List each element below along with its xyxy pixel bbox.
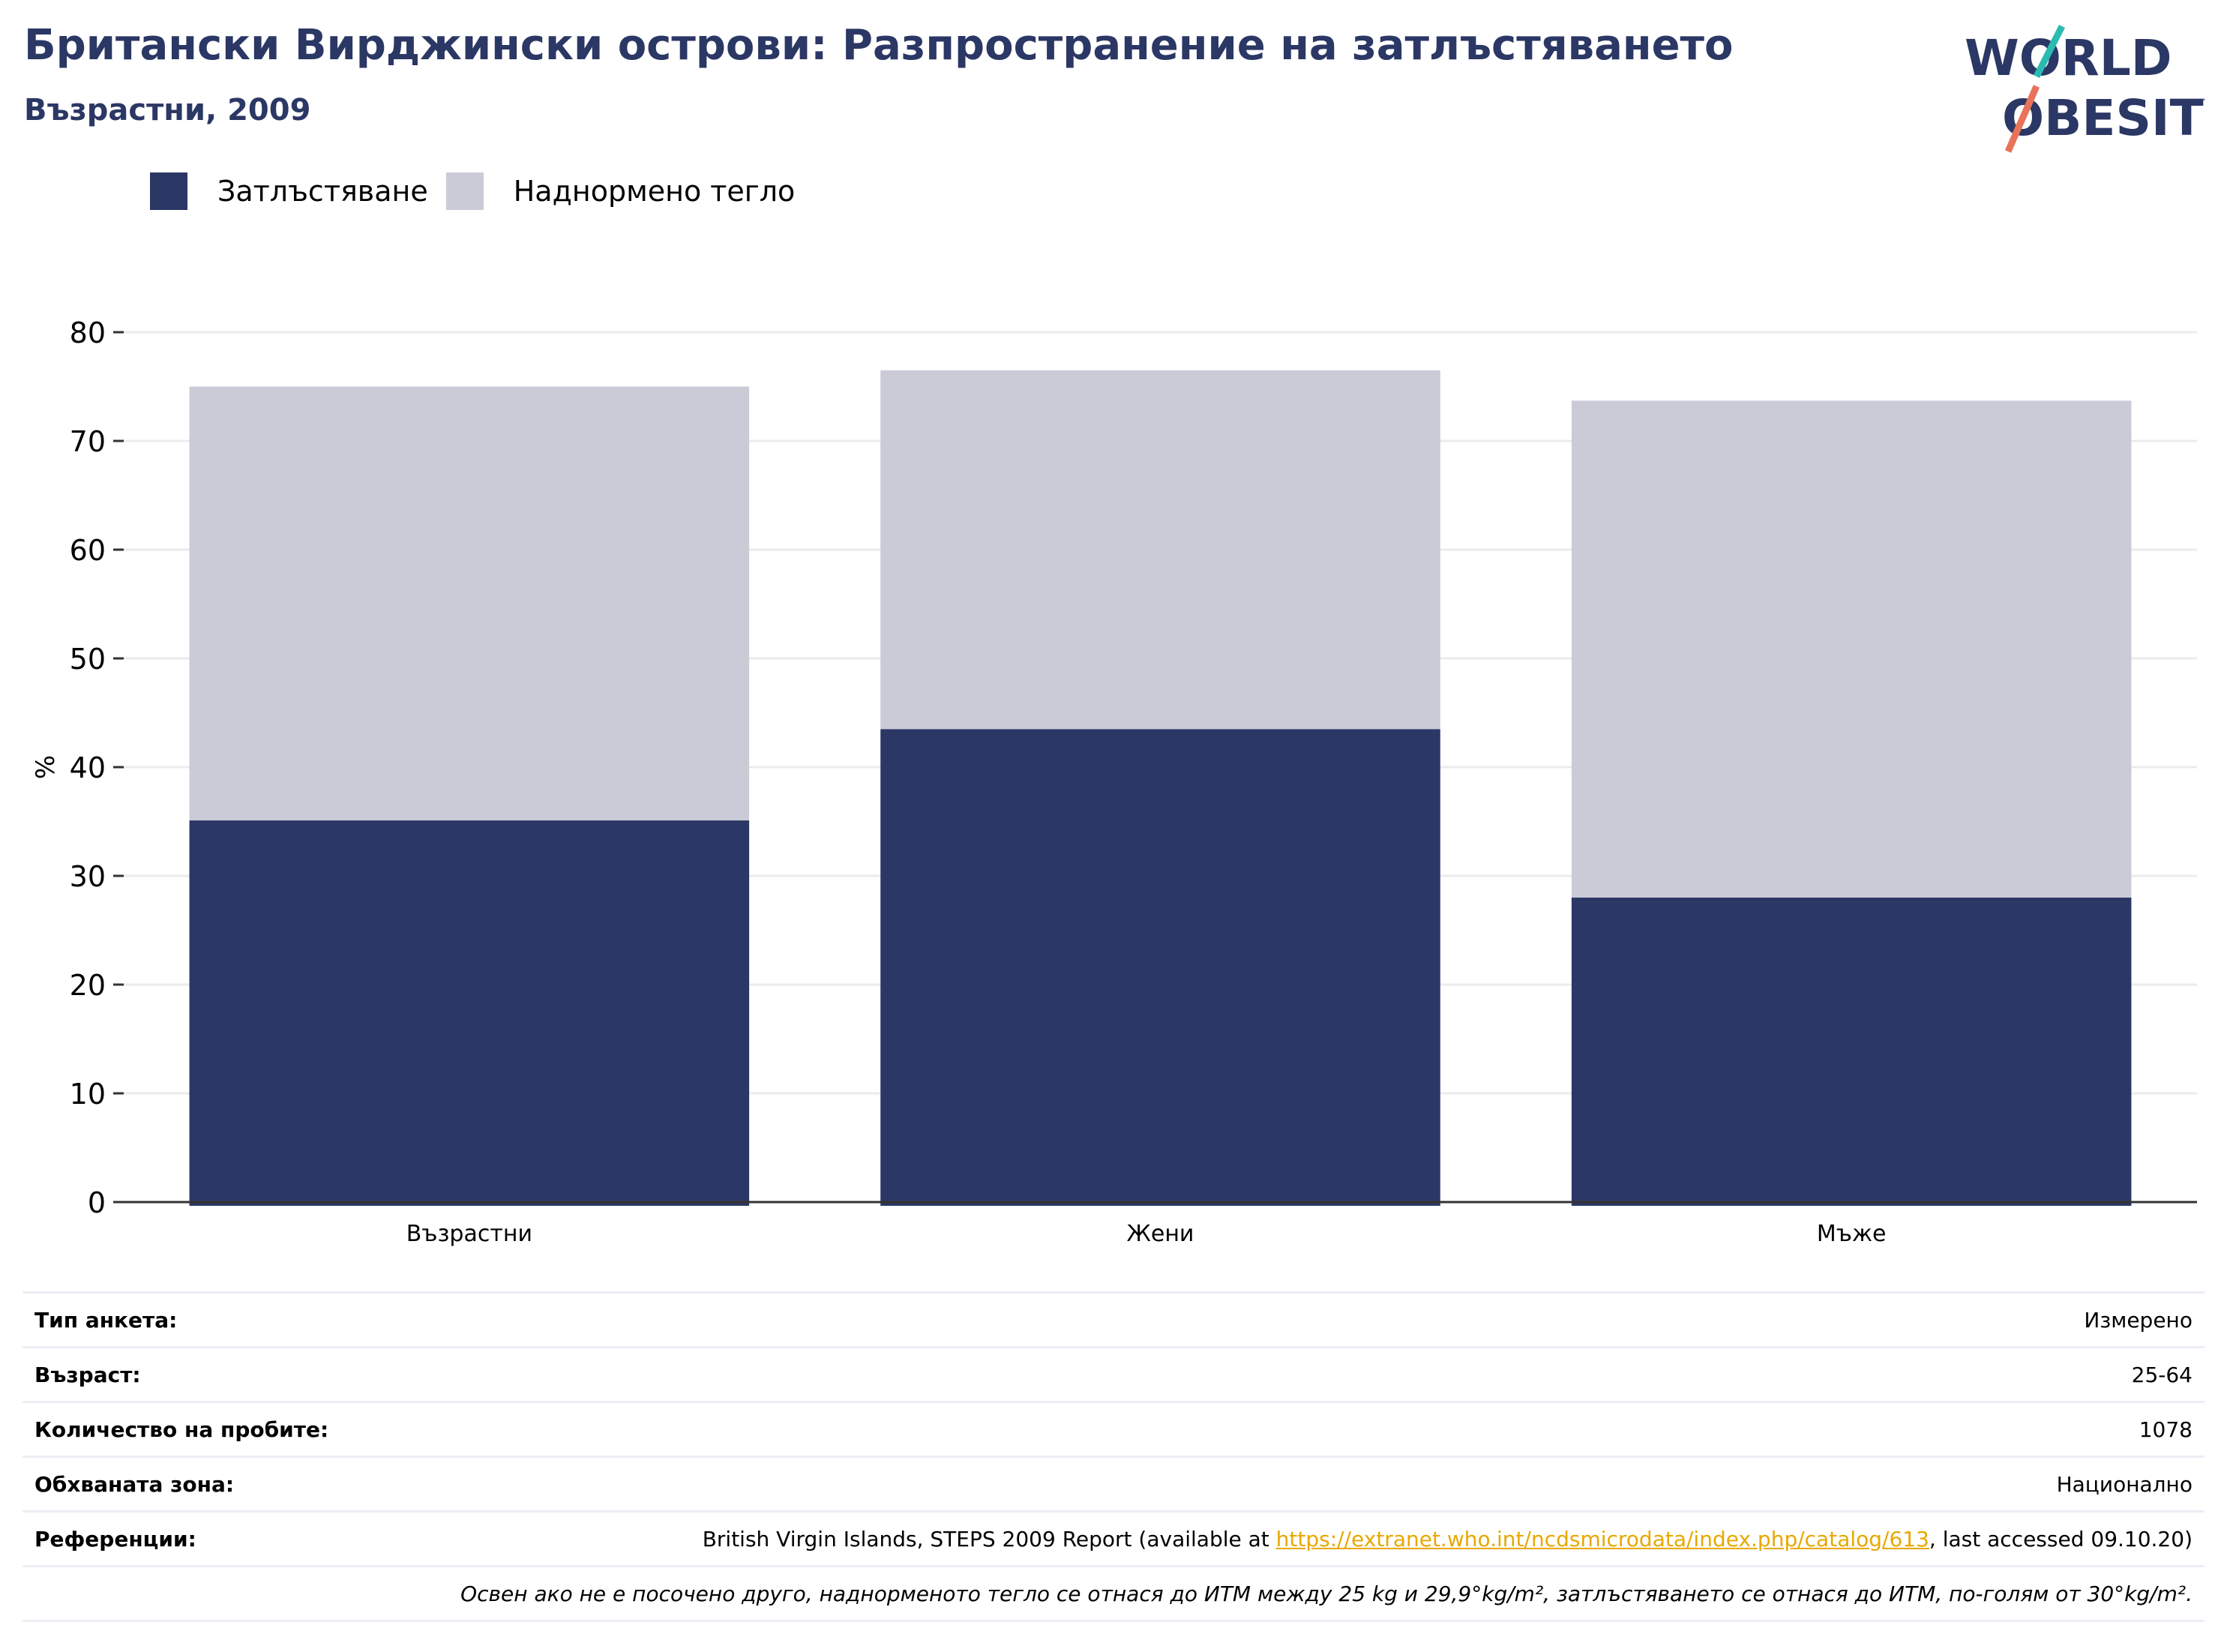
sample-size-value: 1078 bbox=[401, 1401, 2205, 1457]
y-tick-label: 60 bbox=[70, 534, 106, 567]
survey-info-table: Тип анкета: Измерено Възраст: 25-64 Коли… bbox=[22, 1291, 2205, 1622]
world-obesity-logo: WORLD OBESITY bbox=[1965, 24, 2205, 153]
y-axis-label: % bbox=[31, 755, 61, 779]
logo-line2: OBESITY bbox=[2002, 89, 2205, 147]
bar-overweight-1 bbox=[189, 386, 750, 821]
y-tick-label: 70 bbox=[70, 425, 106, 458]
survey-type-label: Тип анкета: bbox=[22, 1291, 402, 1348]
bar-overweight-2 bbox=[880, 370, 1440, 730]
chart-title: Британски Вирджински острови: Разпростра… bbox=[24, 21, 1734, 70]
x-tick-label: Възрастни bbox=[406, 1221, 532, 1247]
x-tick-label: Жени bbox=[1127, 1221, 1194, 1247]
logo-slash-top-icon bbox=[2033, 24, 2066, 79]
y-tick-label: 0 bbox=[88, 1186, 106, 1219]
references-prefix: British Virgin Islands, STEPS 2009 Repor… bbox=[702, 1526, 1276, 1552]
legend-label-obesity: Затлъстяване bbox=[217, 175, 428, 208]
chart-legend: Затлъстяване Наднормено тегло bbox=[150, 172, 813, 210]
logo-slash-bottom-icon bbox=[2004, 85, 2040, 153]
legend-swatch-obesity bbox=[150, 172, 187, 210]
survey-type-value: Измерено bbox=[401, 1291, 2205, 1348]
bar-obesity-1 bbox=[189, 820, 750, 1206]
legend-swatch-overweight bbox=[445, 172, 484, 210]
info-row-references: Референции: British Virgin Islands, STEP… bbox=[22, 1510, 2205, 1567]
references-link[interactable]: https://extranet.who.int/ncdsmicrodata/i… bbox=[1275, 1526, 1929, 1552]
chart-subtitle: Възрастни, 2009 bbox=[24, 93, 311, 127]
references-label: Референции: bbox=[22, 1510, 402, 1567]
y-tick-label: 30 bbox=[70, 860, 106, 893]
y-tick-label: 40 bbox=[70, 751, 106, 784]
stacked-bar-chart: 0 10 20 30 40 50 60 70 80% Възрастни Жени Мъже bbox=[31, 316, 2197, 1247]
info-row-survey-type: Тип анкета: Измерено bbox=[22, 1291, 2205, 1348]
references-value: British Virgin Islands, STEPS 2009 Repor… bbox=[401, 1510, 2205, 1567]
area-label: Обхваната зона: bbox=[22, 1456, 402, 1512]
legend-label-overweight: Наднормено тегло bbox=[513, 175, 796, 208]
area-value: Национално bbox=[401, 1456, 2205, 1512]
info-row-note: Освен ако не е посочено друго, наднормен… bbox=[22, 1565, 2205, 1622]
y-tick-label: 50 bbox=[70, 643, 106, 676]
y-tick-label: 20 bbox=[70, 969, 106, 1002]
info-row-area: Обхваната зона: Национално bbox=[22, 1456, 2205, 1512]
definition-note: Освен ако не е посочено друго, наднормен… bbox=[22, 1565, 2205, 1622]
info-row-age: Възраст: 25-64 bbox=[22, 1346, 2205, 1402]
x-tick-label: Мъже bbox=[1817, 1221, 1887, 1247]
info-row-sample-size: Количество на пробите: 1078 bbox=[22, 1401, 2205, 1457]
sample-size-label: Количество на пробите: bbox=[22, 1401, 402, 1457]
references-suffix: , last accessed 09.10.20) bbox=[1929, 1526, 2193, 1552]
y-tick-label: 80 bbox=[70, 316, 106, 349]
age-label: Възраст: bbox=[22, 1346, 402, 1402]
y-tick-label: 10 bbox=[70, 1078, 106, 1111]
bar-overweight-3 bbox=[1571, 400, 2132, 898]
bar-obesity-2 bbox=[880, 729, 1440, 1206]
bar-obesity-3 bbox=[1571, 898, 2132, 1206]
logo-line1: WORLD bbox=[1965, 29, 2172, 87]
age-value: 25-64 bbox=[401, 1346, 2205, 1402]
